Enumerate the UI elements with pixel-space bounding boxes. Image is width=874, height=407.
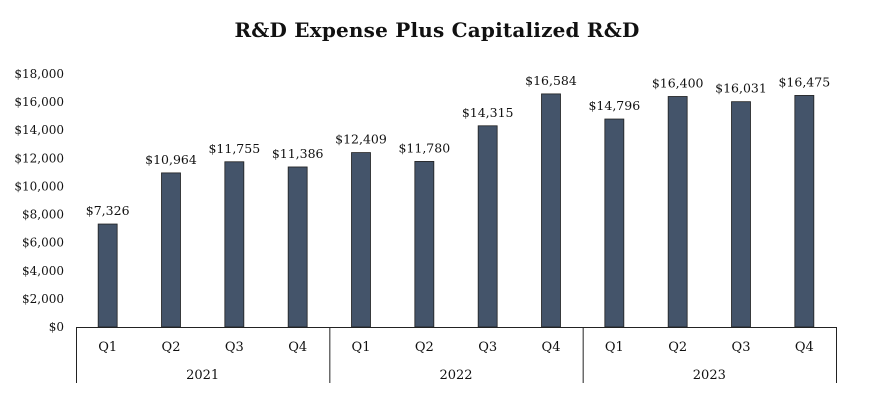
y-axis: $0 $2,000 $4,000 $6,000 $8,000 $10,000 $12,000… — [14, 67, 64, 334]
bar — [224, 161, 245, 328]
data-label: $16,475 — [778, 74, 830, 89]
y-tick-label: $12,000 — [14, 151, 64, 165]
x-tick-label: Q3 — [478, 340, 497, 355]
bar — [161, 172, 181, 328]
y-tick-label: $16,000 — [14, 95, 64, 109]
bar — [97, 223, 118, 328]
data-label: $11,386 — [272, 146, 324, 161]
y-tick-label: $8,000 — [22, 208, 64, 222]
group-label: 2021 — [186, 368, 219, 383]
data-label: $16,584 — [525, 73, 577, 88]
x-tick-label: Q4 — [542, 340, 561, 355]
data-label: $11,755 — [208, 141, 260, 156]
y-tick-label: $10,000 — [14, 179, 64, 193]
x-tick-label: Q1 — [98, 340, 117, 355]
y-tick-label: $2,000 — [22, 292, 64, 306]
data-label: $7,326 — [86, 203, 130, 218]
y-tick-label: $6,000 — [22, 236, 64, 250]
x-tick-label: Q2 — [668, 340, 687, 355]
x-tick-label: Q1 — [605, 340, 624, 355]
data-label: $14,315 — [462, 105, 514, 120]
bar — [287, 166, 308, 328]
data-label: $10,964 — [145, 152, 197, 167]
x-tick-label: Q4 — [288, 340, 307, 355]
group-label: 2023 — [693, 368, 726, 383]
bar — [731, 101, 751, 328]
data-label: $14,796 — [588, 98, 640, 113]
x-axis: Q1 Q2 Q3 Q4 Q1 Q2 Q3 Q4 Q1 Q2 Q3 Q4 2021 2022 2023 — [76, 327, 837, 383]
x-tick-label: Q4 — [795, 340, 814, 355]
bar — [477, 125, 498, 328]
data-labels: $7,326 $10,964 $11,755 $11,386 $12,409 $11,78… — [86, 73, 830, 218]
bar — [541, 93, 561, 328]
x-tick-label: Q2 — [162, 340, 181, 355]
bar — [414, 161, 435, 328]
bar — [604, 118, 625, 328]
y-tick-label: $14,000 — [14, 123, 64, 137]
bar — [667, 96, 688, 328]
group-label: 2022 — [439, 368, 472, 383]
x-tick-label: Q3 — [732, 340, 751, 355]
data-label: $11,780 — [398, 140, 450, 155]
x-tick-label: Q3 — [225, 340, 244, 355]
data-label: $16,031 — [715, 81, 767, 96]
data-label: $16,400 — [652, 75, 704, 90]
y-tick-label: $4,000 — [22, 264, 64, 278]
y-tick-label: $0 — [49, 320, 64, 334]
bar — [351, 152, 371, 328]
y-tick-label: $18,000 — [14, 67, 64, 81]
bars — [97, 93, 815, 328]
x-tick-label: Q2 — [415, 340, 434, 355]
data-label: $12,409 — [335, 132, 387, 147]
bar — [794, 95, 815, 328]
x-tick-label: Q1 — [352, 340, 371, 355]
chart-title: R&D Expense Plus Capitalized R&D — [234, 18, 640, 42]
